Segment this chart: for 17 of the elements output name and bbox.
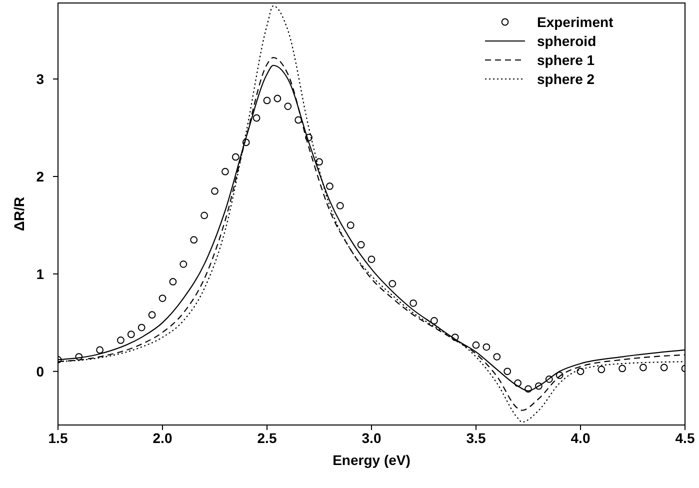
x-tick-label: 3.5: [466, 430, 486, 446]
legend-label: sphere 1: [537, 52, 595, 68]
x-tick-label: 1.5: [48, 430, 68, 446]
y-tick-label: 2: [36, 168, 44, 184]
y-tick-label: 3: [36, 71, 44, 88]
x-tick-label: 3.0: [362, 430, 382, 446]
y-tick-label: 0: [36, 363, 44, 380]
legend-label: Experiment: [537, 14, 614, 30]
x-tick-label: 4.0: [570, 430, 590, 446]
x-tick-label: 2.5: [257, 430, 277, 446]
x-tick-label: 2.0: [152, 430, 172, 446]
x-axis-title: Energy (eV): [332, 452, 410, 468]
x-tick-label: 4.5: [675, 430, 695, 446]
legend-label: sphere 2: [537, 71, 595, 87]
legend-label: spheroid: [537, 33, 596, 49]
y-axis-title: ΔR/R: [11, 196, 27, 232]
y-tick-label: 1: [36, 266, 44, 282]
